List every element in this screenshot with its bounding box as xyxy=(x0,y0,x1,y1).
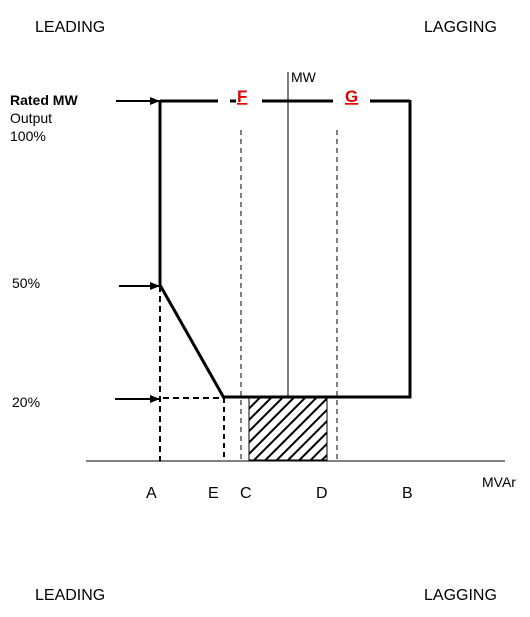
twenty-percent-label: 20% xyxy=(12,394,40,410)
point-c-label: C xyxy=(240,485,252,502)
rated-mw-label: Rated MW xyxy=(10,92,78,108)
point-a-label: A xyxy=(146,485,157,502)
fifty-percent-label: 50% xyxy=(12,275,40,291)
hundred-percent-label: 100% xyxy=(10,128,46,144)
region-f-label: F xyxy=(237,87,247,106)
region-g-label: G xyxy=(345,87,358,106)
point-d-label: D xyxy=(316,485,328,502)
header-lagging: LAGGING xyxy=(424,19,497,36)
footer-leading: LEADING xyxy=(35,587,105,604)
mvar-axis-label: MVAr xyxy=(482,474,516,490)
header-leading: LEADING xyxy=(35,19,105,36)
footer-lagging: LAGGING xyxy=(424,587,497,604)
point-b-label: B xyxy=(402,485,413,502)
mw-axis-label: MW xyxy=(291,69,317,85)
point-e-label: E xyxy=(208,485,219,502)
hatched-region xyxy=(248,397,328,461)
diagonal-boundary xyxy=(158,284,226,399)
output-label: Output xyxy=(10,110,52,126)
